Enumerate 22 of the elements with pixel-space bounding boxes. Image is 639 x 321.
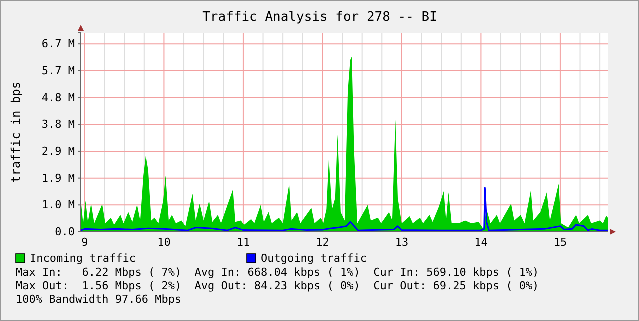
- y-axis-title: traffic in bps: [9, 82, 23, 184]
- legend-label: Outgoing traffic: [261, 252, 367, 265]
- x-tick-label: 10: [158, 236, 171, 249]
- text: 100% Bandwidth 97.66 Mbps: [16, 293, 182, 306]
- text: Max Out: 1.56 Mbps ( 2%) Avg Out: 84.23 kbps ( 0%) Cur Out: 69.25 kbps ( 0%): [16, 280, 540, 292]
- x-tick-label: 13: [395, 236, 409, 249]
- x-tick-label: 9: [82, 236, 88, 249]
- legend-label: Incoming traffic: [30, 252, 136, 265]
- y-tick-label: 2.9 M: [42, 144, 76, 158]
- x-tick-label: 14: [474, 236, 488, 249]
- x-tick-label: 12: [316, 236, 330, 249]
- y-tick-label: 0.0: [55, 226, 75, 239]
- y-tick-label: 5.7 M: [42, 64, 76, 78]
- x-tick-label: 15: [554, 236, 568, 249]
- y-tick-label: 1.0 M: [42, 198, 76, 212]
- y-tick-label: 6.7 M: [42, 38, 76, 51]
- y-tick-label: 1.9 M: [42, 172, 76, 185]
- x-tick-label: 11: [236, 236, 250, 249]
- y-tick-label: 3.8 M: [42, 118, 76, 132]
- y-tick-label: 4.8 M: [42, 91, 76, 104]
- chart-title: Traffic Analysis for 278 -- BI: [202, 10, 438, 25]
- text: Max In: 6.22 Mbps ( 7%) Avg In: 668.04 kbps ( 1%) Cur In: 569.10 kbps ( 1%): [16, 266, 540, 279]
